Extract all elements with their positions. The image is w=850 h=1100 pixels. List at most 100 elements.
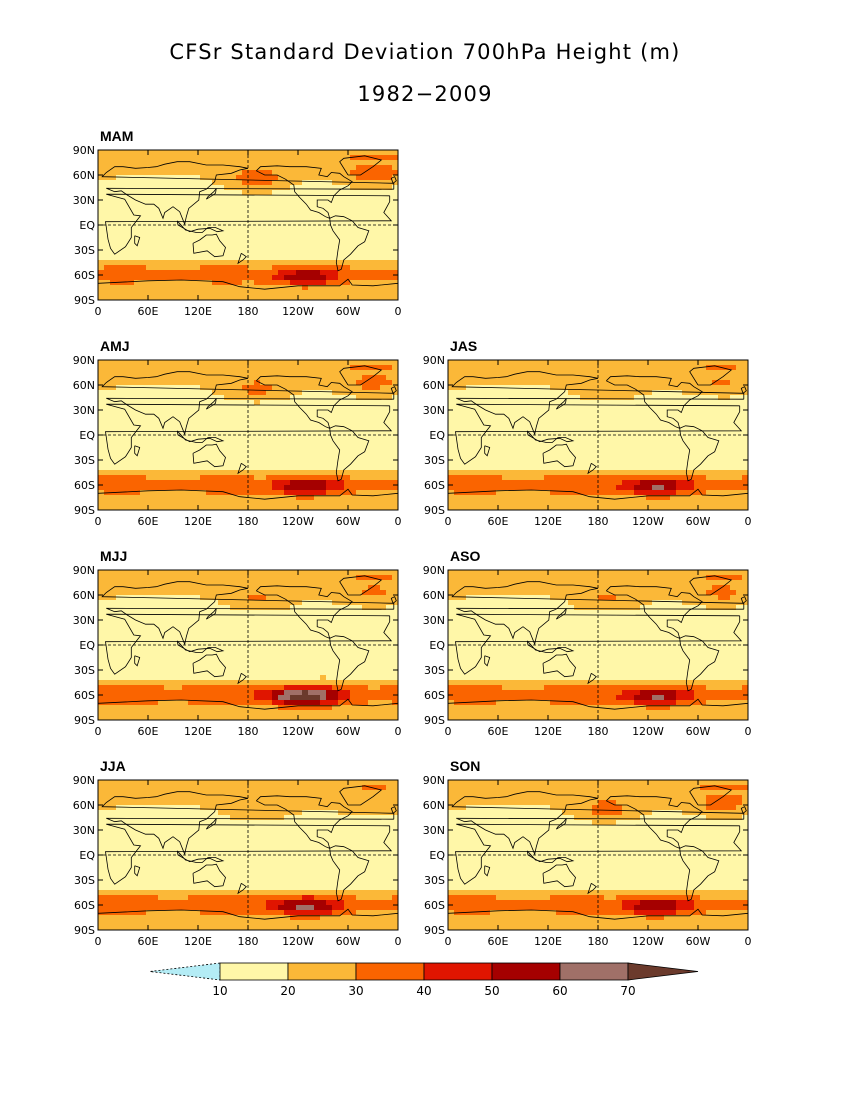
lon-tick-label: 180 [238, 935, 259, 948]
colorbar-level-label: 40 [416, 984, 431, 998]
lon-tick-label: 120E [534, 725, 562, 738]
lat-tick-label: EQ [429, 429, 445, 442]
lat-tick-label: 30S [424, 874, 445, 887]
panel-label-mam: MAM [100, 128, 134, 144]
lon-tick-label: 120E [184, 305, 212, 318]
lon-tick-label: 120W [632, 935, 664, 948]
panel-label-mjj: MJJ [100, 548, 128, 564]
colorbar-box [559, 962, 629, 981]
lat-tick-label: 30N [423, 614, 445, 627]
colorbar-level-label: 70 [620, 984, 635, 998]
lat-tick-label: EQ [429, 639, 445, 652]
coastlines [98, 365, 398, 500]
lat-tick-label: 90S [424, 924, 445, 937]
coastlines [448, 575, 748, 710]
lat-tick-label: 60S [424, 479, 445, 492]
colorbar-level-label: 20 [280, 984, 295, 998]
colorbar-box [491, 962, 561, 981]
lon-tick-label: 120W [282, 515, 314, 528]
lat-tick-label: 30N [423, 404, 445, 417]
lon-tick-label: 120W [632, 725, 664, 738]
lon-tick-label: 120W [282, 725, 314, 738]
lon-tick-label: 0 [395, 725, 402, 738]
lon-tick-label: 0 [745, 515, 752, 528]
lon-tick-label: 180 [238, 515, 259, 528]
colorbar-level-label: 50 [484, 984, 499, 998]
lon-tick-label: 180 [588, 725, 609, 738]
lon-tick-label: 0 [745, 725, 752, 738]
lon-tick-label: 60W [336, 515, 361, 528]
lon-tick-label: 180 [238, 725, 259, 738]
lon-tick-label: 120W [282, 935, 314, 948]
panel-label-aso: ASO [450, 548, 481, 564]
lat-tick-label: 30S [424, 664, 445, 677]
lon-tick-label: 120E [534, 515, 562, 528]
lon-tick-label: 60E [138, 515, 159, 528]
lat-tick-label: 90N [73, 564, 95, 577]
lon-tick-label: 0 [95, 725, 102, 738]
lat-tick-label: 30N [73, 824, 95, 837]
lat-tick-label: 60S [74, 479, 95, 492]
lat-tick-label: 60S [74, 899, 95, 912]
lon-tick-label: 60W [336, 725, 361, 738]
lat-tick-label: EQ [79, 639, 95, 652]
lon-tick-label: 0 [445, 725, 452, 738]
lat-tick-label: 30N [73, 404, 95, 417]
colorbar-low-arrow [150, 962, 221, 981]
lon-tick-label: 120E [184, 515, 212, 528]
lat-tick-label: 60N [423, 799, 445, 812]
lon-tick-label: 60W [686, 935, 711, 948]
lat-tick-label: 30N [73, 614, 95, 627]
shaded-field [448, 360, 748, 510]
lat-tick-label: 90N [73, 354, 95, 367]
shaded-field [448, 780, 748, 930]
colorbar-box [219, 962, 289, 981]
lon-tick-label: 60E [488, 935, 509, 948]
lon-tick-label: 60E [138, 305, 159, 318]
lon-tick-label: 60E [488, 725, 509, 738]
lat-tick-label: 30S [74, 664, 95, 677]
lon-tick-label: 120E [184, 935, 212, 948]
lat-tick-label: 30N [73, 194, 95, 207]
lat-tick-label: EQ [429, 849, 445, 862]
lon-tick-label: 180 [588, 515, 609, 528]
lon-tick-label: 0 [445, 515, 452, 528]
lat-tick-label: 90N [73, 144, 95, 157]
lat-tick-label: 60N [73, 799, 95, 812]
lat-tick-label: 90N [423, 564, 445, 577]
lon-tick-label: 60E [138, 725, 159, 738]
lon-tick-label: 0 [745, 935, 752, 948]
lon-tick-label: 60W [686, 725, 711, 738]
shaded-field [98, 360, 398, 510]
lat-tick-label: EQ [79, 219, 95, 232]
figure-title: CFSr Standard Deviation 700hPa Height (m… [169, 40, 681, 64]
lon-tick-label: 0 [395, 515, 402, 528]
lat-tick-label: 90S [74, 294, 95, 307]
lon-tick-label: 60W [686, 515, 711, 528]
lat-tick-label: 30N [423, 824, 445, 837]
lon-tick-label: 0 [445, 935, 452, 948]
lon-tick-label: 180 [238, 305, 259, 318]
colorbar-box [287, 962, 357, 981]
shaded-field [98, 150, 398, 300]
lon-tick-label: 60E [138, 935, 159, 948]
shaded-field [448, 570, 748, 720]
lat-tick-label: 90N [423, 774, 445, 787]
lon-tick-label: 0 [395, 305, 402, 318]
lat-tick-label: 90N [73, 774, 95, 787]
colorbar-box [355, 962, 425, 981]
lon-tick-label: 0 [95, 935, 102, 948]
coastlines [98, 575, 398, 710]
lat-tick-label: 60S [74, 689, 95, 702]
lat-tick-label: EQ [79, 429, 95, 442]
lat-tick-label: 90S [424, 504, 445, 517]
coastlines [448, 785, 748, 920]
lat-tick-label: 30S [74, 244, 95, 257]
panel-label-jas: JAS [450, 338, 478, 354]
lon-tick-label: 60W [336, 935, 361, 948]
colorbar-level-label: 60 [552, 984, 567, 998]
